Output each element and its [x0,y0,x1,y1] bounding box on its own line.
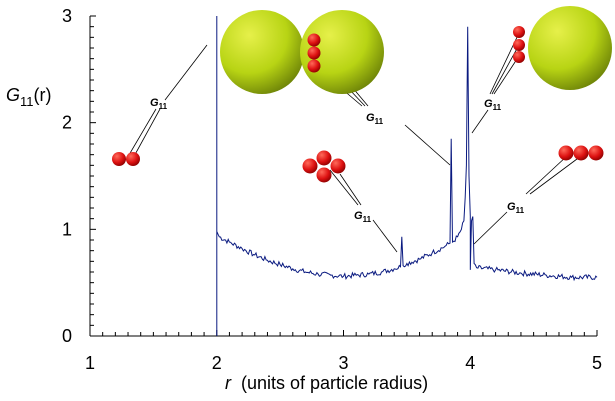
annotation-label-5: G11 [507,201,525,215]
illustration-large-sphere-chain [513,6,612,90]
y-axis-label-main: G [6,85,20,105]
series-line-g11 [216,16,598,336]
annotation-label-2: G11 [366,112,384,126]
x-axis-label-rest: (units of particle radius) [241,373,428,393]
annotation-label-1: G11 [150,97,168,111]
illustration-two-large-spheres [220,10,384,94]
x-axis-label-var: r [225,373,232,393]
x-tick-label: 4 [465,353,475,373]
annotation-label-3: G11 [354,210,372,224]
y-axis-label: G11(r) [6,85,52,109]
x-tick-label: 1 [85,353,95,373]
annotation-labels: G11 G11 G11 G11 G11 [150,97,525,224]
annotation-label-4: G11 [484,98,502,112]
x-tick-label: 5 [592,353,602,373]
y-axis-label-tail: (r) [34,85,52,105]
x-tick-label: 3 [338,353,348,373]
x-axis-label: r (units of particle radius) [225,373,428,393]
y-axis-label-sub: 11 [20,94,34,109]
y-tick-label: 0 [62,326,72,346]
y-tick-label: 2 [62,113,72,133]
x-tick-label: 2 [212,353,222,373]
illustration-small-triplet [558,145,604,161]
illustration-small-cluster [302,150,346,183]
illustration-small-pair [112,152,140,166]
y-tick-label: 1 [62,219,72,239]
y-tick-label: 3 [62,6,72,26]
